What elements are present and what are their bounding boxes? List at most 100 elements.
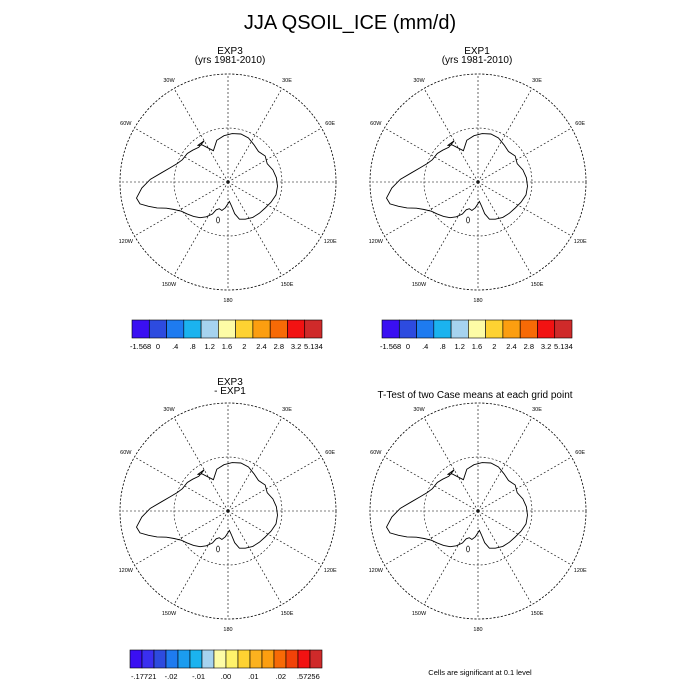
meridian-line <box>134 127 229 183</box>
longitude-label: 120E <box>324 568 337 574</box>
panel-4-title: T-Test of two Case means at each grid po… <box>360 390 590 401</box>
colorbar-swatch <box>554 319 573 339</box>
colorbar-label: 2.4 <box>506 342 516 351</box>
longitude-label: 30E <box>282 78 292 84</box>
colorbar-swatch <box>189 649 203 669</box>
longitude-label: 180 <box>223 627 232 633</box>
colorbar-swatch <box>166 319 185 339</box>
longitude-label: 150E <box>531 282 544 288</box>
island-outline <box>216 216 220 224</box>
longitude-label: 30E <box>532 407 542 413</box>
longitude-label: 60W <box>370 450 382 456</box>
colorbar-difference: -.17721 -.02 -.01 .00 .01 .02 .57256 <box>129 649 323 681</box>
longitude-label: 60E <box>575 450 585 456</box>
colorbar-swatch <box>287 319 306 339</box>
longitude-label: 150W <box>162 611 177 617</box>
colorbar-swatch <box>237 649 251 669</box>
colorbar-label: 0 <box>406 342 410 351</box>
longitude-label: 180 <box>473 627 482 633</box>
longitude-label: 150E <box>531 611 544 617</box>
colorbar-swatch <box>309 649 323 669</box>
panel-1-title-line1: EXP3 <box>217 46 243 57</box>
longitude-label: 150E <box>281 282 294 288</box>
colorbar-label: 1.6 <box>472 342 482 351</box>
longitude-label: 30W <box>413 407 425 413</box>
colorbar-swatch <box>297 649 311 669</box>
colorbar-label: 5.134 <box>554 342 573 351</box>
meridian-line <box>173 510 229 605</box>
colorbar-swatch <box>252 319 271 339</box>
colorbar-swatch <box>153 649 167 669</box>
colorbar-swatch <box>261 649 275 669</box>
colorbar-label: 5.134 <box>304 342 323 351</box>
meridian-line <box>423 510 479 605</box>
meridian-line <box>477 510 533 605</box>
colorbar-swatch <box>183 319 202 339</box>
meridian-line <box>227 510 283 605</box>
panel-4-title-line1: T-Test of two Case means at each grid po… <box>377 390 573 401</box>
polar-map-ttest: 030E60E90E120E150E180150W120W90W60W30W <box>369 402 587 633</box>
panel-1-title-line2: (yrs 1981-2010) <box>194 55 266 66</box>
longitude-label: 120W <box>119 568 134 574</box>
polar-map-exp3: 030E60E90E120E150E180150W120W90W60W30W <box>119 73 337 304</box>
colorbar-label: 2 <box>242 342 246 351</box>
longitude-label: 30W <box>163 78 175 84</box>
panel-2-title-line1: EXP1 <box>464 46 490 57</box>
longitude-label: 120E <box>324 239 337 245</box>
colorbar-label: 0 <box>156 342 160 351</box>
colorbar-swatch <box>200 319 219 339</box>
longitude-label: 120E <box>574 568 587 574</box>
colorbar-label: .01 <box>248 672 258 681</box>
longitude-label: 150W <box>162 282 177 288</box>
antarctica-coastline <box>135 133 278 220</box>
colorbar-swatch <box>177 649 191 669</box>
panel-3-title-line2: - EXP1 <box>214 386 246 397</box>
colorbar-label: .8 <box>439 342 445 351</box>
longitude-label: 150E <box>281 611 294 617</box>
longitude-label: 60W <box>120 121 132 127</box>
significance-note: Cells are significant at 0.1 level <box>428 668 532 677</box>
longitude-label: 60E <box>325 121 335 127</box>
longitude-label: 120E <box>574 239 587 245</box>
colorbar-label: 2.8 <box>524 342 534 351</box>
colorbar-label: 2.4 <box>256 342 266 351</box>
colorbar-swatch <box>537 319 556 339</box>
colorbar-label: -.17721 <box>131 672 156 681</box>
colorbar-swatch <box>225 649 239 669</box>
colorbar-exp3: -1.568 0 .4 .8 1.2 1.6 2 2.4 2.8 3.2 5.134 <box>130 319 323 351</box>
longitude-label: 120W <box>369 239 384 245</box>
colorbar-exp1: -1.568 0 .4 .8 1.2 1.6 2 2.4 2.8 3.2 5.134 <box>380 319 573 351</box>
colorbar-swatch <box>285 649 299 669</box>
colorbar-swatch <box>218 319 236 339</box>
meridian-line <box>227 417 283 512</box>
meridian-line <box>227 510 322 566</box>
colorbar-swatch <box>129 649 143 669</box>
colorbar-label: 1.2 <box>454 342 464 351</box>
colorbar-swatch <box>165 649 179 669</box>
colorbar-swatch <box>398 319 417 339</box>
colorbar-swatch <box>468 319 486 339</box>
panel-1-title: EXP3 (yrs 1981-2010) <box>170 46 290 66</box>
page-title: JJA QSOIL_ICE (mm/d) <box>243 12 457 34</box>
meridian-line <box>227 88 283 183</box>
longitude-label: 150W <box>412 611 427 617</box>
colorbar-label: -.02 <box>165 672 178 681</box>
longitude-label: 60E <box>575 121 585 127</box>
polar-map-exp1: 030E60E90E120E150E180150W120W90W60W30W <box>369 73 587 304</box>
longitude-label: 120W <box>369 568 384 574</box>
longitude-label: 30E <box>282 407 292 413</box>
meridian-line <box>477 417 533 512</box>
meridian-line <box>227 181 283 276</box>
longitude-label: 180 <box>223 298 232 304</box>
meridian-line <box>423 88 479 183</box>
colorbar-swatch <box>381 319 400 339</box>
colorbar-label: .4 <box>172 342 178 351</box>
map-border <box>119 73 337 291</box>
panel-3-title-line1: EXP3 <box>217 377 243 388</box>
colorbar-label: .57256 <box>297 672 320 681</box>
colorbar-label: 2.8 <box>274 342 284 351</box>
colorbar-swatch <box>433 319 452 339</box>
panel-2-title-line2: (yrs 1981-2010) <box>441 55 513 66</box>
colorbar-swatch <box>485 319 504 339</box>
meridian-line <box>227 127 322 183</box>
